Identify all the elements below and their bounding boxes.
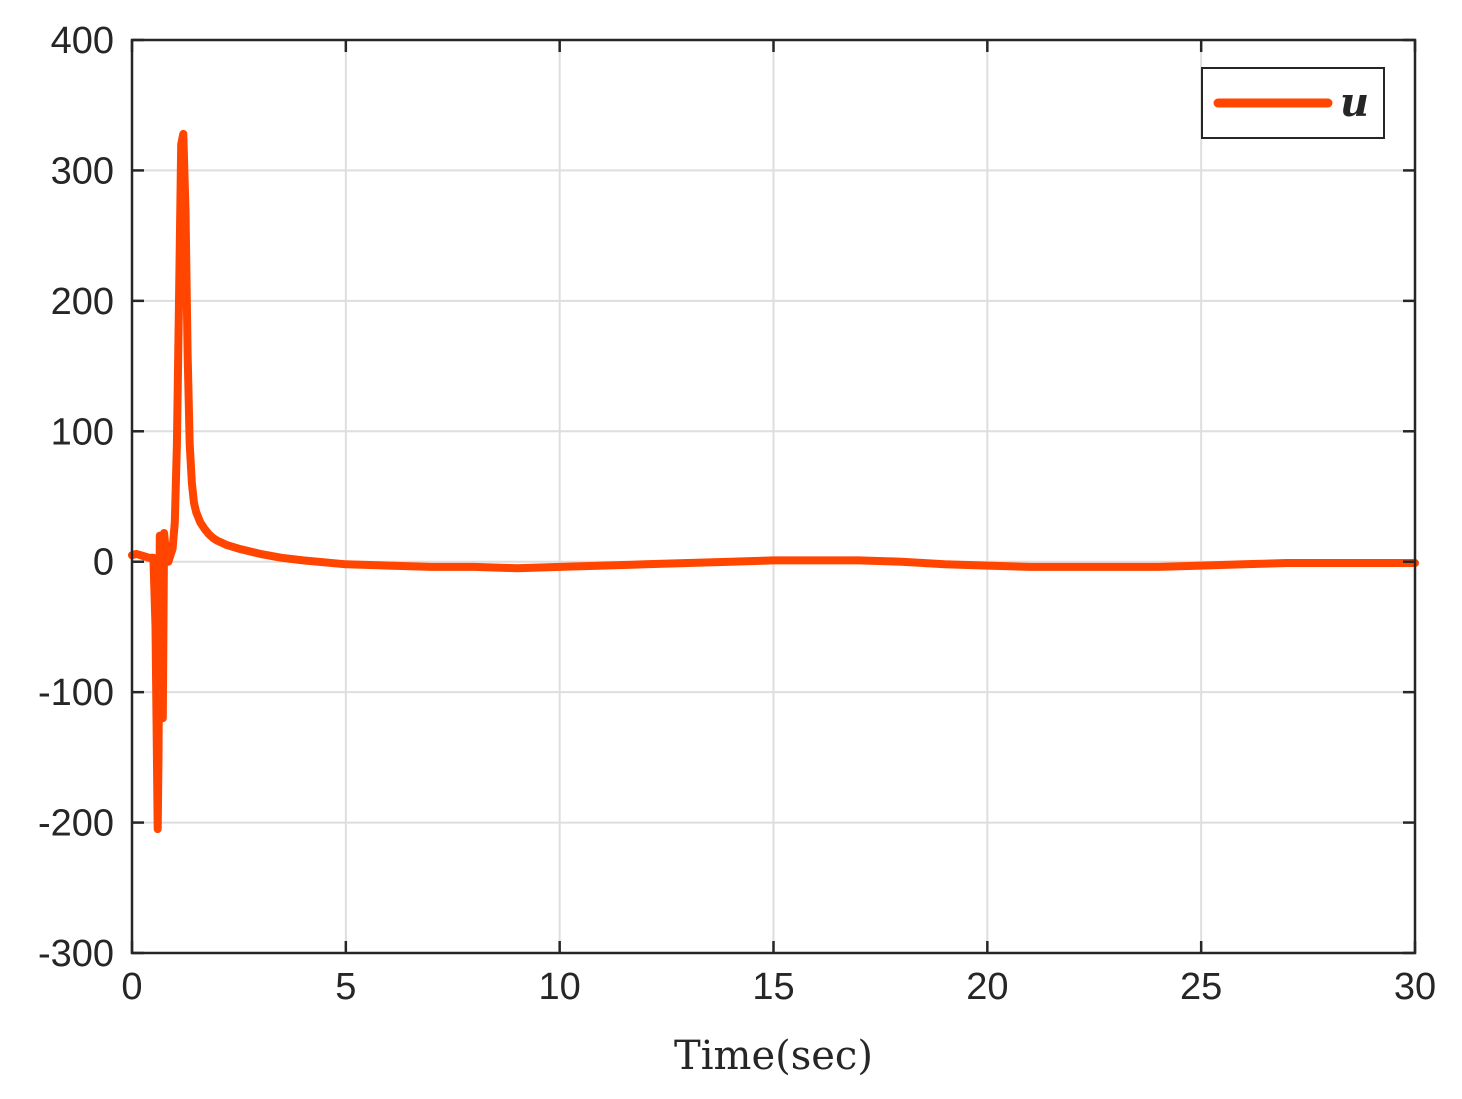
x-tick-label: 0 [121, 966, 142, 1008]
x-tick-label: 10 [539, 966, 581, 1008]
y-tick-label: -100 [38, 672, 114, 714]
x-tick-label: 30 [1394, 966, 1436, 1008]
y-tick-label: 200 [51, 281, 114, 323]
series-line-u [128, 129, 1419, 834]
grid-lines [132, 40, 1415, 953]
series-layer [128, 129, 1419, 834]
x-axis-title: Time(sec) [674, 1033, 873, 1079]
y-tick-label: 100 [51, 411, 114, 453]
x-tick-label: 5 [335, 966, 356, 1008]
y-tick-label: 300 [51, 150, 114, 192]
y-tick-label: 0 [93, 542, 114, 584]
x-tick-label: 25 [1180, 966, 1222, 1008]
y-tick-label: -300 [38, 933, 114, 975]
y-tick-label: -200 [38, 803, 114, 845]
x-tick-labels: 0 5 10 15 20 25 30 [121, 966, 1436, 1008]
y-tick-labels: -300 -200 -100 0 100 200 300 400 [38, 20, 114, 975]
x-tick-label: 20 [966, 966, 1008, 1008]
tick-marks [130, 38, 1417, 955]
legend: u [1201, 67, 1385, 139]
legend-label-u: u [1340, 79, 1369, 126]
y-tick-label: 400 [51, 20, 114, 62]
x-tick-label: 15 [752, 966, 794, 1008]
